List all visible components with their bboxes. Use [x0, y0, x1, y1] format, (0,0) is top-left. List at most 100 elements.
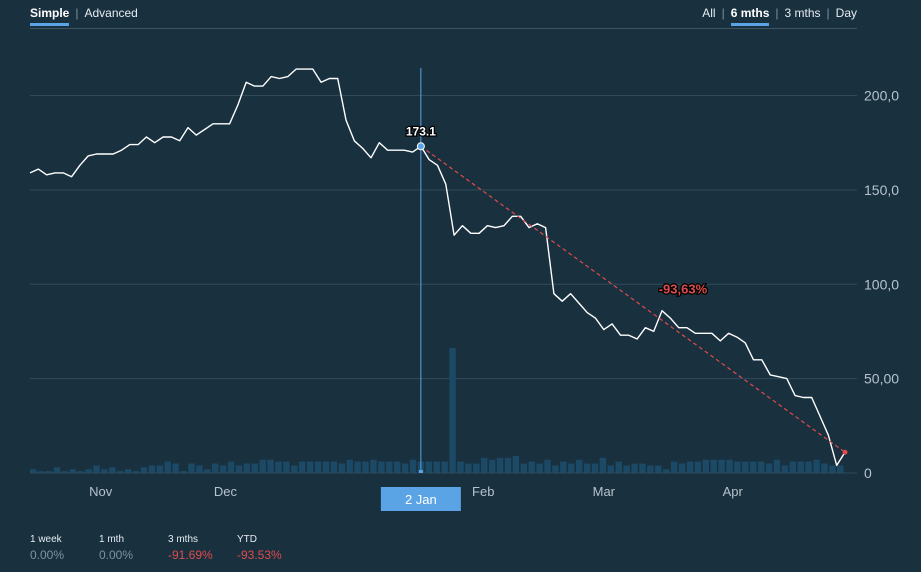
volume-bar — [536, 463, 543, 473]
price-chart[interactable]: 200,0 150,0 100,0 50,00 0 173.1 -93,63% Nov Dec F… — [0, 0, 921, 520]
x-tick-label: Mar — [593, 484, 616, 499]
volume-bar — [204, 469, 211, 473]
volume-bar — [338, 463, 346, 473]
y-tick-label: 200,0 — [864, 88, 899, 104]
volume-bar — [211, 463, 219, 473]
volume-bar — [607, 465, 615, 473]
x-tick-label: Dec — [214, 484, 238, 499]
volume-bar — [314, 461, 322, 473]
tab-3-months[interactable]: 3 mths — [784, 6, 821, 20]
tab-simple[interactable]: Simple — [30, 5, 70, 26]
volume-bar — [425, 461, 433, 473]
volume-bar — [164, 461, 171, 473]
volume-bar — [591, 463, 599, 473]
stat-value: 0.00% — [30, 548, 65, 562]
stat-ytd: YTD -93.53% — [237, 534, 306, 562]
volume-bar — [30, 469, 37, 473]
stat-value: 0.00% — [99, 548, 134, 562]
volume-bar — [552, 465, 559, 473]
volume-bar — [259, 459, 266, 473]
y-tick-label: 150,0 — [864, 182, 899, 198]
volume-bar — [496, 457, 504, 473]
crosshair-date-box — [380, 487, 461, 511]
volume-bar — [196, 465, 203, 473]
volume-bar — [655, 465, 662, 473]
x-tick-label: Apr — [723, 484, 744, 499]
volume-bar — [330, 461, 338, 473]
volume-bar — [742, 461, 749, 473]
stat-1-week: 1 week 0.00% — [30, 534, 99, 562]
volume-bar — [117, 471, 124, 473]
volume-bar — [686, 461, 694, 473]
stat-label: YTD — [237, 534, 257, 545]
volume-bar — [663, 469, 670, 473]
volume-bar — [639, 463, 646, 473]
volume-bar — [528, 461, 535, 473]
volume-bar — [678, 463, 686, 473]
crosshair-point — [416, 142, 425, 151]
price-series-line — [29, 68, 846, 467]
volume-bar — [148, 465, 156, 473]
volume-bar — [386, 461, 393, 473]
volume-bar — [251, 463, 258, 473]
volume-bar — [243, 463, 251, 473]
volume-bar — [433, 461, 440, 473]
stat-value: -93.53% — [237, 548, 282, 562]
volume-bar — [568, 463, 575, 473]
y-tick-label: 100,0 — [864, 276, 899, 292]
volume-bar — [299, 461, 306, 473]
volume-bar — [520, 463, 527, 473]
volume-bar — [362, 461, 369, 473]
volume-bar — [481, 457, 488, 473]
stat-3-months: 3 mths -91.69% — [168, 534, 237, 562]
tab-advanced[interactable]: Advanced — [84, 6, 138, 20]
stat-label: 3 mths — [168, 534, 199, 545]
volume-bar — [813, 459, 820, 473]
header-divider — [30, 28, 857, 29]
volume-bar — [101, 469, 108, 473]
view-mode-tabs: Simple | Advanced — [30, 5, 138, 26]
volume-bar — [789, 461, 797, 473]
volume-bar — [583, 463, 591, 473]
volume-bar — [726, 459, 733, 473]
volume-bar — [512, 455, 520, 473]
volume-bar — [457, 461, 464, 473]
tab-day[interactable]: Day — [835, 6, 857, 20]
volume-bar — [575, 459, 583, 473]
crosshair-volume-marker — [418, 470, 423, 473]
volume-bar — [710, 459, 717, 473]
volume-bar — [283, 461, 290, 473]
volume-bar — [77, 471, 84, 473]
volume-bar — [172, 463, 179, 473]
performance-stats: 1 week 0.00% 1 mth 0.00% 3 mths -91.69% … — [30, 534, 306, 562]
volume-bar — [275, 461, 282, 473]
volume-bar — [702, 459, 709, 473]
volume-bar — [623, 465, 630, 473]
volume-bar — [837, 465, 844, 473]
volume-bar — [805, 461, 812, 473]
tab-separator: | — [826, 5, 830, 20]
volume-bar — [694, 461, 702, 473]
volume-bar — [124, 469, 132, 473]
volume-bar — [599, 457, 607, 473]
volume-bar — [670, 461, 678, 473]
volume-bar — [109, 467, 116, 473]
tab-6-months[interactable]: 6 mths — [730, 5, 769, 26]
volume-bar — [378, 461, 385, 473]
volume-bar — [370, 459, 377, 473]
tab-all[interactable]: All — [702, 6, 716, 20]
volume-bar — [156, 465, 164, 473]
volume-bar — [465, 463, 472, 473]
volume-bar — [449, 348, 456, 473]
volume-bar — [631, 463, 638, 473]
volume-bar — [544, 459, 551, 473]
volume-bar — [409, 459, 417, 473]
volume-bar — [45, 471, 53, 473]
volume-bar — [140, 467, 148, 473]
volume-bar — [647, 465, 654, 473]
volume-bar — [401, 463, 409, 473]
volume-bar — [829, 465, 836, 473]
tab-separator: | — [721, 5, 725, 20]
volume-bar — [219, 465, 227, 473]
volume-bar — [734, 461, 741, 473]
